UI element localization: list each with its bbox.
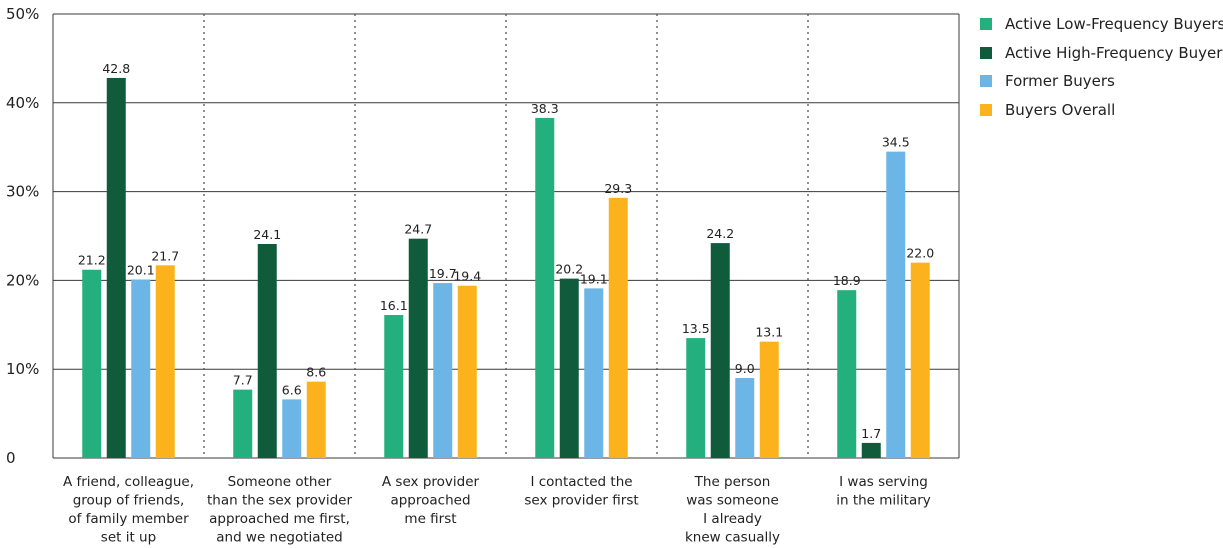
bar [584,288,604,458]
x-category-label-line: sex provider first [524,493,638,509]
data-label: 16.1 [380,298,408,313]
bar [608,197,628,459]
x-category-label: I contacted the sex provider first [524,474,638,509]
y-tick-label: 50% [6,5,39,23]
legend-label: Buyers Overall [1005,100,1116,119]
bar [106,77,126,458]
legend-swatch [980,18,992,31]
bar [282,399,302,458]
bar [233,389,253,458]
x-category-label-line: than the sex provider [207,493,352,509]
x-category-label: The person was someone I already knew casua… [685,474,780,546]
legend-swatch [980,46,992,59]
bar [735,378,755,458]
data-label: 24.2 [706,226,734,241]
x-category-label-line: was someone [686,493,779,509]
legend-item-active-high-frequency: Active High-Frequency Buyers [980,39,1223,68]
x-category-label-line: I was serving [839,474,928,490]
data-label: 19.7 [429,266,457,281]
x-category-label-line: I already [703,511,762,527]
x-category-label: A friend, colleague, group of friends, of … [63,474,194,546]
bar [257,243,277,458]
data-label: 19.1 [580,271,608,286]
bar [384,315,404,458]
x-category-label-line: A friend, colleague, [63,474,194,490]
bar [686,338,706,458]
x-category-label-line: Someone other [228,474,332,490]
data-label: 20.1 [127,263,155,278]
data-label: 19.4 [453,269,481,284]
bar [408,238,428,458]
data-label: 24.1 [253,227,281,242]
data-label: 20.2 [555,262,583,277]
legend-item-active-low-frequency: Active Low-Frequency Buyers [980,10,1223,39]
x-category-label-line: in the military [836,493,931,509]
data-label: 18.9 [833,273,861,288]
bar [535,117,555,459]
y-tick-label: 0 [6,449,16,467]
bar [861,442,881,458]
data-label: 7.7 [233,373,253,388]
legend-label: Active Low-Frequency Buyers [1005,15,1223,34]
bar [433,283,453,458]
x-category-label-line: A sex provider [382,474,480,490]
data-label: 8.6 [306,365,326,380]
data-label: 24.7 [404,222,432,237]
bar [82,269,102,458]
legend-label: Active High-Frequency Buyers [1005,43,1223,62]
data-label: 29.3 [604,181,632,196]
x-category-label: I was serving in the military [836,474,931,509]
y-tick-label: 40% [6,94,39,112]
legend-swatch [980,103,992,116]
data-label: 34.5 [882,135,910,150]
x-category-label-line: approached [390,493,470,509]
x-category-label-line: and we negotiated [216,530,343,546]
x-category-label-line: I contacted the [530,474,632,490]
data-label: 21.2 [78,253,106,268]
x-category-label-line: knew casually [685,530,780,546]
x-category-label-line: group of friends, [73,493,185,509]
y-tick-label: 10% [6,360,39,378]
data-label: 13.1 [755,325,783,340]
data-label: 38.3 [531,101,559,116]
legend-label: Former Buyers [1005,72,1115,91]
bar [131,279,151,458]
data-label: 6.6 [282,382,302,397]
y-tick-label: 30% [6,183,39,201]
x-category-label-line: of family member [68,511,189,527]
y-tick-label: 20% [6,271,39,289]
bar [155,265,175,458]
bar [886,151,906,458]
legend-item-buyers-overall: Buyers Overall [980,96,1223,125]
data-label: 1.7 [861,426,881,441]
legend-swatch [980,75,992,88]
x-category-label: A sex provider approached me first [382,474,480,527]
x-category-label-line: approached me first, [209,511,350,527]
legend-item-former-buyers: Former Buyers [980,67,1223,96]
data-label: 13.5 [682,321,710,336]
data-label: 42.8 [102,61,130,76]
bar [837,290,857,458]
data-label: 21.7 [151,248,179,263]
x-category-label: Someone other than the sex provider approa… [207,474,352,546]
data-label: 22.0 [906,246,934,261]
bar [559,278,579,458]
bar [710,243,730,458]
x-category-label-line: The person [694,474,771,490]
bar [306,381,326,458]
legend: Active Low-Frequency Buyers Active High-… [980,10,1223,124]
bar [910,262,930,458]
x-category-label-line: me first [404,511,456,527]
bar [759,341,779,458]
x-category-label-line: set it up [101,530,156,546]
data-label: 9.0 [735,361,755,376]
bar [457,285,477,458]
